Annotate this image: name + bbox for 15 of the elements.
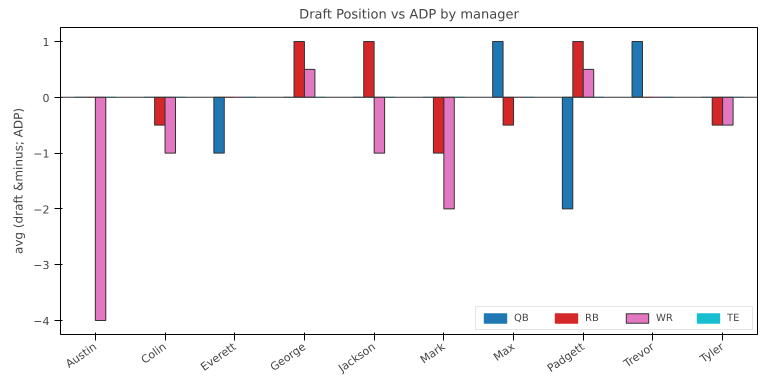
y-axis-title: avg (draft &minus; ADP) xyxy=(11,108,26,254)
y-tick-label: 0 xyxy=(42,92,50,105)
y-tick-label: −3 xyxy=(33,259,50,272)
y-tick-label: −1 xyxy=(33,148,50,161)
legend-label: TE xyxy=(727,312,740,324)
x-tick-label: Colin xyxy=(138,340,169,367)
x-tick-label: Tyler xyxy=(696,340,727,366)
legend-label: RB xyxy=(585,312,600,324)
legend-label: QB xyxy=(514,312,530,324)
chart-title: Draft Position vs ADP by manager xyxy=(299,8,520,22)
y-tick-label: −4 xyxy=(33,315,50,328)
y-tick-label: −2 xyxy=(33,203,50,216)
legend-label: WR xyxy=(656,312,674,324)
y-tick-label: 1 xyxy=(42,36,50,49)
x-tick-label: Max xyxy=(491,340,518,364)
